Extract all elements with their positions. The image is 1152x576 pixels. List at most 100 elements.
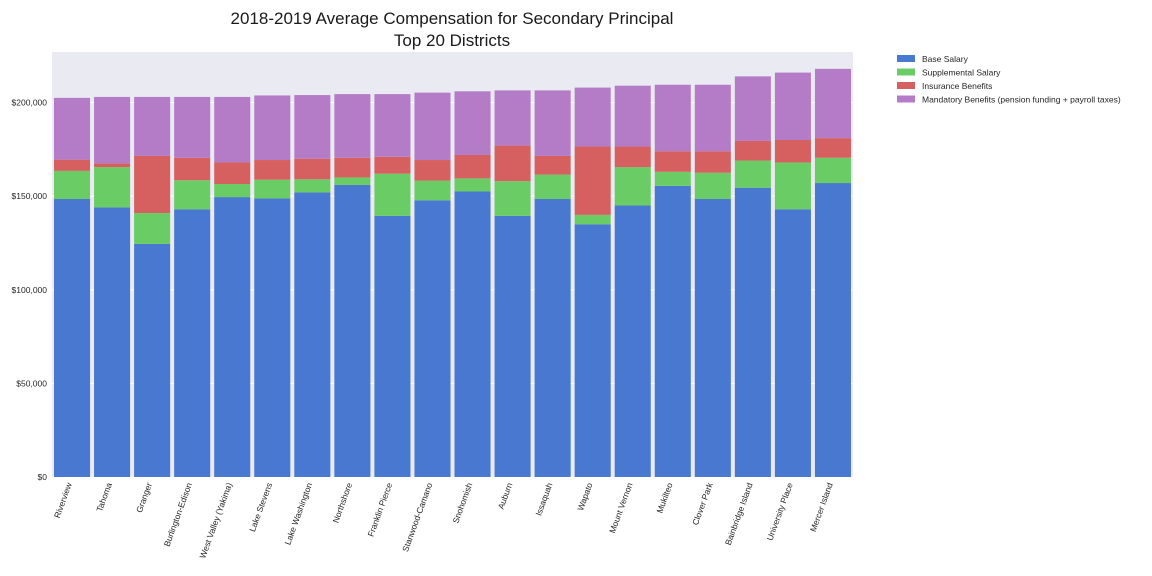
bar-supplemental-tahoma [94, 167, 131, 208]
bar-base-clover-park [694, 198, 731, 477]
bar-insurance-clover-park [694, 151, 731, 173]
legend-label: Base Salary [922, 54, 969, 64]
x-tick-label: West Valley (Yakima) [197, 481, 234, 560]
x-tick-label: Stanwood-Camano [400, 481, 434, 553]
chart-subtitle: Top 20 Districts [394, 31, 510, 50]
y-tick-label: $150,000 [12, 191, 48, 201]
bar-supplemental-franklin-pierce [374, 173, 411, 216]
bar-base-wapato [574, 224, 611, 477]
bar-insurance-bainbridge-island [734, 140, 771, 161]
bar-insurance-franklin-pierce [374, 156, 411, 174]
bar-mandatory-franklin-pierce [374, 94, 411, 157]
bar-insurance-mukilteo [654, 151, 691, 172]
bar-insurance-burlington-edison [174, 157, 211, 181]
bar-mandatory-lake-stevens [254, 95, 291, 161]
x-tick-label: Burlington-Edison [162, 481, 194, 548]
bar-base-auburn [494, 215, 531, 477]
bar-supplemental-wapato [574, 214, 611, 225]
x-tick-label: Lake Stevens [247, 481, 274, 533]
bar-supplemental-burlington-edison [174, 180, 211, 210]
bar-supplemental-issaquah [534, 174, 571, 199]
bar-base-mukilteo [654, 185, 691, 477]
bar-base-granger [134, 243, 171, 477]
bar-supplemental-stanwood-camano [414, 180, 451, 201]
x-tick-label: Franklin Pierce [366, 481, 395, 538]
bar-mandatory-burlington-edison [174, 96, 211, 158]
x-tick-label: Granger [134, 481, 154, 514]
bar-base-mount-vernon [614, 205, 651, 477]
bar-supplemental-northshore [334, 177, 371, 185]
bar-mandatory-mukilteo [654, 84, 691, 152]
legend-swatch [897, 82, 915, 89]
x-tick-label: Lake Washington [282, 481, 314, 546]
legend-swatch [897, 95, 915, 103]
x-tick-label: Wapato [575, 481, 594, 512]
bar-insurance-wapato [574, 146, 611, 215]
bar-insurance-auburn [494, 145, 531, 182]
bar-insurance-granger [134, 155, 171, 214]
y-tick-label: $100,000 [12, 285, 48, 295]
bar-insurance-mount-vernon [614, 146, 651, 168]
x-tick-label: Auburn [496, 481, 515, 510]
bar-mandatory-west-valley-yakima- [214, 96, 251, 163]
bar-supplemental-auburn [494, 181, 531, 216]
legend-label: Insurance Benefits [922, 81, 992, 91]
bar-insurance-university-place [774, 139, 811, 163]
bar-supplemental-riverview [54, 170, 91, 199]
bar-base-northshore [334, 184, 371, 478]
bar-base-bainbridge-island [734, 187, 771, 477]
bar-mandatory-bainbridge-island [734, 76, 771, 141]
bar-base-riverview [54, 198, 91, 477]
bar-base-university-place [774, 209, 811, 477]
bar-base-franklin-pierce [374, 215, 411, 477]
x-tick-label: Bainbridge Island [723, 481, 755, 546]
bar-base-issaquah [534, 198, 571, 477]
x-tick-label: Mount Vernon [607, 481, 635, 534]
x-tick-label: Mukilteo [654, 481, 674, 514]
y-axis-ticks: $0 $50,000 $100,000 $150,000 $200,000 [12, 98, 48, 482]
bars [54, 68, 851, 478]
y-tick-label: $50,000 [16, 378, 47, 388]
bar-supplemental-bainbridge-island [734, 160, 771, 188]
bar-insurance-lake-washington [294, 158, 331, 180]
bar-mandatory-snohomish [454, 91, 491, 155]
bar-mandatory-lake-washington [294, 95, 331, 159]
bar-base-mercer-island [814, 183, 851, 478]
bar-insurance-lake-stevens [254, 160, 291, 180]
x-tick-label: Snohomish [450, 481, 474, 525]
bar-base-tahoma [94, 207, 131, 477]
bar-supplemental-granger [134, 213, 171, 244]
bar-supplemental-mukilteo [654, 171, 691, 186]
bar-supplemental-lake-washington [294, 179, 331, 193]
bar-supplemental-west-valley-yakima- [214, 183, 251, 198]
bar-mandatory-university-place [774, 72, 811, 140]
bar-mandatory-wapato [574, 87, 611, 147]
bar-insurance-tahoma [94, 163, 131, 168]
bar-insurance-riverview [54, 159, 91, 171]
x-tick-label: Mercer Island [808, 481, 835, 533]
x-tick-label: Tahoma [94, 481, 114, 513]
bar-mandatory-tahoma [94, 96, 131, 164]
legend-label: Mandatory Benefits (pension funding + pa… [922, 95, 1121, 105]
bar-supplemental-lake-stevens [254, 179, 291, 199]
bar-mandatory-auburn [494, 90, 531, 146]
bar-base-stanwood-camano [414, 200, 451, 478]
bar-base-lake-washington [294, 192, 331, 477]
bar-base-snohomish [454, 191, 491, 478]
bar-mandatory-stanwood-camano [414, 92, 451, 161]
legend-label: Supplemental Salary [922, 68, 1001, 78]
x-tick-label: University Place [765, 481, 795, 542]
bar-insurance-snohomish [454, 154, 491, 179]
bar-supplemental-university-place [774, 162, 811, 210]
bar-mandatory-clover-park [694, 84, 731, 152]
bar-mandatory-mount-vernon [614, 85, 651, 147]
x-tick-label: Northshore [330, 481, 354, 524]
bar-supplemental-snohomish [454, 178, 491, 192]
bar-insurance-northshore [334, 157, 371, 178]
x-tick-label: Riverview [52, 480, 74, 519]
plot-area [52, 52, 853, 477]
bar-supplemental-mount-vernon [614, 167, 651, 206]
bar-supplemental-clover-park [694, 172, 731, 199]
bar-mandatory-mercer-island [814, 68, 851, 139]
legend-swatch [897, 55, 915, 62]
